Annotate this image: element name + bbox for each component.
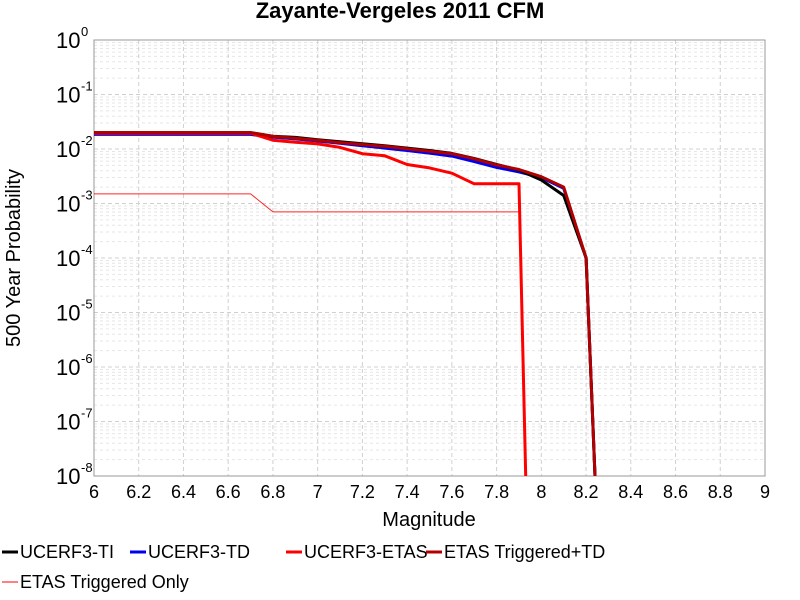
x-tick-label: 6.8 bbox=[260, 482, 285, 502]
series-line bbox=[94, 131, 597, 476]
x-tick-label: 6 bbox=[89, 482, 99, 502]
y-tick-base: 10 bbox=[56, 246, 80, 271]
legend-label: UCERF3-ETAS bbox=[304, 542, 428, 562]
y-tick-base: 10 bbox=[56, 192, 80, 217]
plot-area bbox=[93, 39, 766, 477]
y-tick-base: 10 bbox=[56, 301, 80, 326]
legend-item: UCERF3-TD bbox=[130, 542, 250, 562]
y-tick-base: 10 bbox=[56, 410, 80, 435]
grid bbox=[93, 39, 766, 477]
legend-item: ETAS Triggered+TD bbox=[426, 542, 605, 562]
series-line bbox=[94, 193, 519, 213]
series-line bbox=[94, 131, 528, 476]
x-tick-label: 6.4 bbox=[171, 482, 196, 502]
x-axis-label: Magnitude bbox=[382, 509, 475, 531]
y-tick-exponent: -5 bbox=[81, 297, 93, 312]
y-tick-label: 10 -4 bbox=[56, 242, 93, 271]
x-tick-label: 7.8 bbox=[484, 482, 509, 502]
legend-label: ETAS Triggered+TD bbox=[444, 542, 605, 562]
y-tick-exponent: 0 bbox=[81, 24, 88, 39]
y-tick-label: 10 -6 bbox=[56, 351, 93, 380]
x-tick-label: 8.8 bbox=[708, 482, 733, 502]
x-tick-label: 8.2 bbox=[574, 482, 599, 502]
x-tick-label: 8.4 bbox=[618, 482, 643, 502]
y-tick-label: 10 -2 bbox=[56, 133, 93, 162]
y-tick-base: 10 bbox=[56, 355, 80, 380]
y-tick-base: 10 bbox=[56, 83, 80, 108]
y-tick-base: 10 bbox=[56, 464, 80, 489]
y-tick-exponent: -2 bbox=[81, 133, 93, 148]
x-axis-ticks: 6 6.2 6.4 6.6 6.8 7 7.2 7.4 7.6 7.8 8 8.2 8.4 8.6 8.8 9 bbox=[89, 482, 770, 502]
x-tick-label: 6.6 bbox=[216, 482, 241, 502]
x-tick-label: 9 bbox=[760, 482, 770, 502]
x-tick-label: 7.2 bbox=[350, 482, 375, 502]
x-tick-label: 8 bbox=[536, 482, 546, 502]
y-tick-label: 10 -1 bbox=[56, 79, 93, 108]
legend-item: UCERF3-TI bbox=[2, 542, 114, 562]
y-tick-exponent: -4 bbox=[81, 242, 93, 257]
y-tick-exponent: -6 bbox=[81, 351, 93, 366]
y-tick-label: 10 -5 bbox=[56, 297, 93, 326]
y-tick-exponent: -8 bbox=[81, 460, 93, 475]
x-tick-label: 6.2 bbox=[126, 482, 151, 502]
y-tick-label: 10 -3 bbox=[56, 188, 93, 217]
y-tick-label: 10 -7 bbox=[56, 406, 93, 435]
legend-item: UCERF3-ETAS bbox=[286, 542, 428, 562]
y-tick-exponent: -1 bbox=[81, 79, 93, 94]
x-tick-label: 7.6 bbox=[439, 482, 464, 502]
y-tick-exponent: -7 bbox=[81, 406, 93, 421]
plot-clip bbox=[94, 131, 597, 476]
x-tick-label: 7 bbox=[313, 482, 323, 502]
x-tick-label: 8.6 bbox=[663, 482, 688, 502]
y-tick-base: 10 bbox=[56, 28, 80, 53]
x-tick-label: 7.4 bbox=[395, 482, 420, 502]
chart-title: Zayante-Vergeles 2011 CFM bbox=[256, 0, 545, 23]
y-tick-label: 10 -8 bbox=[56, 460, 93, 489]
legend-item: ETAS Triggered Only bbox=[2, 572, 189, 592]
legend: UCERF3-TI UCERF3-TD UCERF3-ETAS ETAS Trigge… bbox=[2, 542, 605, 592]
y-tick-label: 10 0 bbox=[56, 24, 88, 53]
legend-label: UCERF3-TD bbox=[148, 542, 250, 562]
y-tick-base: 10 bbox=[56, 137, 80, 162]
legend-label: UCERF3-TI bbox=[20, 542, 114, 562]
legend-label: ETAS Triggered Only bbox=[20, 572, 189, 592]
y-tick-exponent: -3 bbox=[81, 188, 93, 203]
series-lines bbox=[94, 131, 597, 476]
y-axis-label: 500 Year Probability bbox=[3, 169, 25, 347]
